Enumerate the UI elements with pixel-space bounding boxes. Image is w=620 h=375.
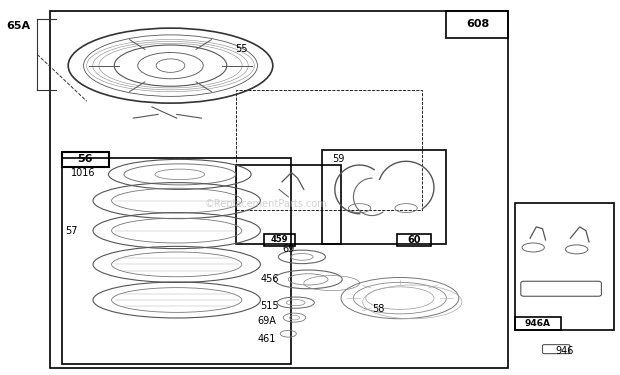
Bar bbox=[515, 317, 561, 330]
Text: 1016: 1016 bbox=[71, 168, 96, 177]
Bar bbox=[264, 234, 294, 246]
Bar bbox=[515, 202, 614, 330]
Bar bbox=[236, 90, 422, 210]
Bar bbox=[446, 11, 508, 38]
Text: ©ReplacementParts.com: ©ReplacementParts.com bbox=[205, 200, 327, 209]
Bar bbox=[50, 11, 508, 368]
Text: 57: 57 bbox=[65, 226, 78, 236]
Bar bbox=[322, 150, 446, 244]
Text: 56: 56 bbox=[78, 154, 93, 164]
Bar bbox=[62, 158, 291, 364]
Bar bbox=[397, 234, 431, 246]
Text: 69: 69 bbox=[282, 244, 294, 254]
Text: 69A: 69A bbox=[257, 316, 276, 326]
Text: 65A: 65A bbox=[6, 21, 30, 31]
Text: 946: 946 bbox=[555, 346, 574, 355]
Text: 459: 459 bbox=[270, 236, 288, 244]
Text: 461: 461 bbox=[257, 334, 276, 344]
Text: 55: 55 bbox=[236, 44, 248, 54]
Bar bbox=[236, 165, 341, 244]
Bar bbox=[62, 152, 108, 167]
Text: 58: 58 bbox=[372, 304, 384, 314]
Text: 59: 59 bbox=[332, 154, 344, 164]
Text: 456: 456 bbox=[260, 274, 279, 284]
Text: 946A: 946A bbox=[525, 319, 551, 328]
Text: 608: 608 bbox=[466, 20, 489, 29]
Text: 60: 60 bbox=[407, 235, 420, 245]
Text: 515: 515 bbox=[260, 301, 279, 310]
